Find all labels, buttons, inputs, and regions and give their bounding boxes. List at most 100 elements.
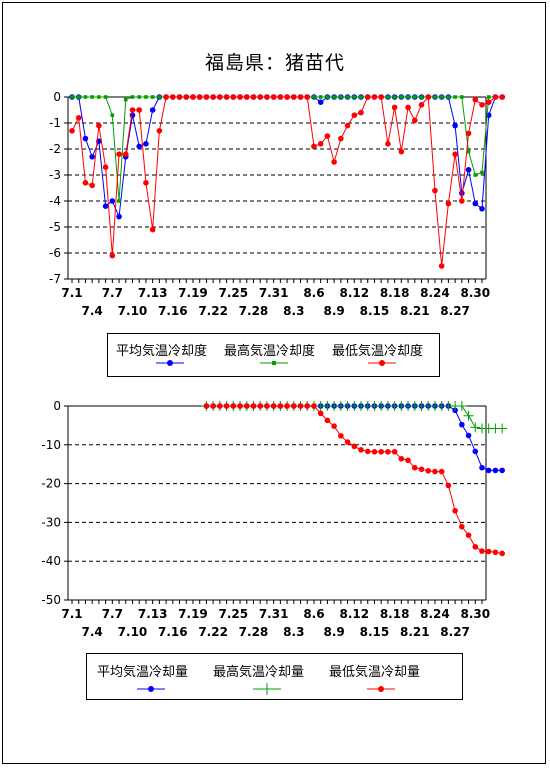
data-point — [358, 447, 364, 453]
data-point — [359, 95, 363, 99]
data-point — [399, 95, 404, 99]
x-tick-label-row1: 8.18 — [380, 607, 410, 621]
data-point — [89, 182, 95, 189]
data-point — [163, 94, 169, 100]
y-tick-label: -3 — [49, 168, 61, 182]
legend-label-min: 最低気温冷却度 — [332, 344, 424, 359]
data-point — [122, 151, 129, 157]
data-point — [318, 95, 323, 99]
data-point — [277, 94, 284, 100]
data-point — [90, 95, 94, 99]
data-point — [386, 95, 390, 99]
data-point — [411, 117, 418, 124]
data-point — [69, 128, 75, 134]
data-point — [137, 95, 142, 99]
data-point — [76, 95, 81, 99]
chart-cooling-degree: 0 -1 -2 -3 -4 -5 -6 -77.1 7.7 7.13 7.19 7.25 7.31 8.6… — [49, 90, 505, 318]
data-point — [264, 94, 270, 100]
y-tick-label: -50 — [41, 593, 61, 607]
data-point — [391, 448, 398, 455]
data-point — [291, 403, 297, 409]
x-tick-label-row1: 8.24 — [420, 607, 450, 621]
data-point — [217, 94, 223, 100]
data-point — [230, 94, 237, 100]
data-point — [418, 102, 425, 108]
data-point — [144, 95, 148, 99]
data-point — [109, 252, 116, 259]
data-point — [311, 403, 317, 409]
data-point — [149, 107, 156, 113]
data-point — [425, 467, 432, 474]
x-tick-label-row2: 8.15 — [360, 625, 390, 639]
x-tick-label-row1: 7.1 — [61, 286, 82, 300]
data-point — [156, 128, 163, 134]
x-tick-label-row1: 8.12 — [339, 607, 369, 621]
y-tick-label: 0 — [53, 399, 61, 413]
data-point — [143, 180, 149, 186]
y-tick-label: -30 — [41, 515, 61, 529]
data-point — [217, 403, 223, 409]
data-point — [398, 148, 405, 155]
data-point — [499, 467, 505, 474]
data-point — [312, 95, 316, 99]
x-tick-label-row1: 7.19 — [178, 607, 208, 621]
x-tick-label-row1: 8.30 — [460, 286, 490, 300]
x-tick-label-row1: 7.13 — [138, 607, 168, 621]
data-point — [411, 464, 418, 471]
chart-cooling-amount: 0 -10 -20 -30 -40 -507.1 7.7 7.13 7.19 7.25 7.31 8.… — [41, 399, 508, 639]
data-point — [385, 141, 391, 147]
x-tick-label-row2: 8.3 — [283, 625, 304, 639]
data-point — [492, 94, 499, 100]
y-tick-label: -5 — [49, 220, 61, 234]
x-tick-label-row2: 8.21 — [400, 625, 430, 639]
data-point — [432, 468, 438, 475]
data-point — [117, 199, 121, 203]
data-point — [459, 190, 465, 196]
data-point — [459, 523, 465, 530]
data-point — [472, 96, 479, 103]
x-tick-label-row2: 7.22 — [198, 625, 228, 639]
data-point — [304, 94, 311, 100]
data-point — [465, 167, 472, 173]
page-title: 福島県：猪苗代 — [204, 52, 345, 74]
data-point — [317, 410, 324, 417]
data-point — [406, 95, 410, 99]
data-point — [129, 107, 136, 113]
data-point — [405, 104, 411, 111]
y-tick-label: 0 — [53, 90, 61, 104]
x-tick-label-row1: 7.25 — [219, 286, 249, 300]
data-point — [439, 95, 444, 99]
data-point — [463, 410, 474, 421]
legend-markers-degree — [156, 360, 396, 366]
data-point — [460, 95, 464, 99]
data-point — [264, 403, 270, 409]
data-point — [466, 149, 471, 154]
x-tick-label-row2: 7.4 — [82, 625, 103, 639]
data-point — [485, 548, 492, 555]
y-tick-label: -4 — [49, 194, 61, 208]
data-point — [317, 99, 324, 105]
x-tick-label-row1: 7.19 — [178, 286, 208, 300]
legend-marker-mean-amount — [148, 686, 154, 692]
data-point — [465, 130, 472, 137]
data-point — [385, 448, 391, 455]
data-point — [123, 97, 128, 102]
x-tick-label-row1: 8.6 — [303, 286, 324, 300]
data-point — [237, 94, 243, 100]
data-point — [371, 448, 378, 455]
x-tick-label-row2: 7.4 — [82, 304, 103, 318]
legend-label-mean-amount: 平均気温冷却量 — [97, 665, 189, 680]
x-tick-label-row1: 7.31 — [259, 607, 289, 621]
x-tick-label-row1: 8.30 — [460, 607, 490, 621]
y-tick-label: -1 — [49, 116, 61, 130]
data-point — [149, 226, 156, 233]
data-point — [492, 467, 499, 474]
data-point — [237, 403, 243, 409]
data-point — [311, 143, 317, 150]
data-point — [371, 94, 378, 100]
legend-marker-max-amount — [261, 683, 273, 695]
data-point — [445, 482, 452, 489]
data-point — [291, 94, 297, 100]
data-point — [452, 151, 458, 157]
data-point — [89, 154, 95, 160]
